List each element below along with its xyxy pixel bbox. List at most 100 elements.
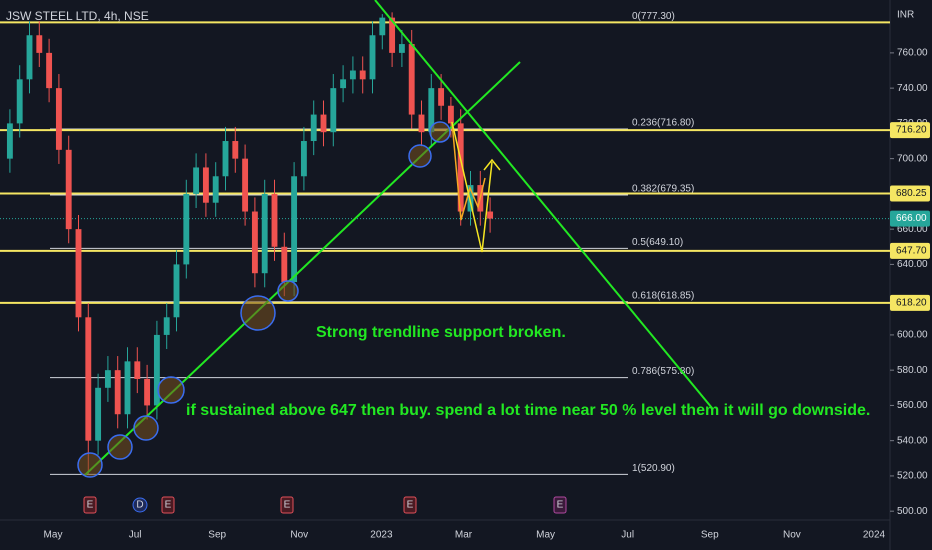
pivot-circle <box>107 434 133 460</box>
candle-body <box>104 370 111 388</box>
candle-body <box>222 141 229 177</box>
price-label: 647.70 <box>896 245 927 256</box>
trendline <box>374 0 713 409</box>
x-tick-label: May <box>536 530 555 541</box>
y-tick-label: 740.00 <box>897 83 928 94</box>
pivot-circle <box>157 376 185 404</box>
candle-body <box>340 79 347 89</box>
candle-body <box>65 149 72 230</box>
price-label: 618.20 <box>896 297 927 308</box>
fib-label: 1(520.90) <box>632 463 675 474</box>
drawings-back: 0(777.30) 0.236(716.80) 0.382(679.35) 0.5(6… <box>0 11 890 475</box>
chart-title: JSW STEEL LTD, 4h, NSE <box>6 9 149 23</box>
candle-body <box>6 123 13 159</box>
event-label: E <box>407 500 414 511</box>
candle-body <box>310 114 317 142</box>
projection <box>451 121 493 253</box>
candle-body <box>26 35 33 80</box>
annotation: Strong trendline support broken. <box>316 324 566 341</box>
candle-body <box>418 114 425 133</box>
circles <box>77 121 451 478</box>
event-marker <box>83 496 97 514</box>
fib-label: 0.382(679.35) <box>632 184 694 195</box>
candle-body <box>46 52 53 89</box>
fib-label: 0.5(649.10) <box>632 237 683 248</box>
pivot-circle <box>277 280 299 302</box>
event-label: E <box>557 500 564 511</box>
price-box <box>890 242 930 259</box>
candle-body <box>457 123 464 212</box>
candle-body <box>85 317 92 441</box>
candle-body <box>271 193 278 247</box>
candle-body <box>75 229 82 318</box>
candle-body <box>212 176 219 203</box>
price-box <box>890 185 930 202</box>
candle-body <box>16 79 23 124</box>
candle-body <box>369 35 376 80</box>
candle-body <box>114 370 121 415</box>
y-tick-label: 560.00 <box>897 400 928 411</box>
y-tick-label: 540.00 <box>897 435 928 446</box>
pivot-circle <box>429 121 451 143</box>
x-tick-label: 2023 <box>370 530 393 541</box>
y-tick-label: 520.00 <box>897 471 928 482</box>
event-marker <box>403 496 417 514</box>
y-tick-label: 760.00 <box>897 48 928 59</box>
y-tick-label: 580.00 <box>897 365 928 376</box>
candle-body <box>447 105 454 124</box>
x-tick-label: Sep <box>701 530 719 541</box>
price-label: 716.20 <box>896 125 927 136</box>
event-marker <box>553 496 567 514</box>
candle-body <box>251 211 258 274</box>
pivot-circle <box>77 452 103 478</box>
candle-body <box>55 88 62 150</box>
candle-body <box>134 361 141 379</box>
x-tick-label: Mar <box>455 530 473 541</box>
candle-body <box>261 193 268 274</box>
pivot-circle <box>408 144 432 168</box>
candle-body <box>379 17 386 36</box>
event-marker <box>280 496 294 514</box>
candle-body <box>144 378 151 406</box>
x-tick-label: Jul <box>129 530 142 541</box>
candle-body <box>398 44 405 53</box>
x-tick-label: 2024 <box>863 530 886 541</box>
x-tick-label: May <box>44 530 63 541</box>
fib-label: 0(777.30) <box>632 11 675 22</box>
candle-body <box>330 88 337 133</box>
candle-body <box>320 114 327 133</box>
candle-body <box>359 70 366 80</box>
candle-body <box>124 361 131 415</box>
annotation: if sustained above 647 then buy. spend a… <box>186 402 870 419</box>
y-tick-label: 500.00 <box>897 506 928 517</box>
candle-body <box>193 167 200 194</box>
event-marker <box>132 497 148 513</box>
fib-label: 0.618(618.85) <box>632 290 694 301</box>
x-tick-label: Nov <box>783 530 801 541</box>
candle-body <box>438 88 445 106</box>
currency: INR <box>897 10 914 21</box>
pivot-circle <box>240 295 276 331</box>
projection <box>451 121 486 221</box>
candles <box>6 12 494 475</box>
y-tick-label: 640.00 <box>897 259 928 270</box>
price-box <box>890 294 930 311</box>
candle-body <box>300 141 307 177</box>
candle-body <box>281 246 288 283</box>
drawings: Strong trendline support broken. if sust… <box>77 0 870 478</box>
x-tick-label: Jul <box>621 530 634 541</box>
x-tick-label: Nov <box>290 530 308 541</box>
candle-body <box>389 17 396 53</box>
candle-body <box>153 334 160 406</box>
event-label: E <box>87 500 94 511</box>
candle-body <box>242 158 249 212</box>
price-box <box>890 210 930 227</box>
pivot-circle <box>133 415 159 441</box>
event-label: D <box>136 500 143 511</box>
fib-label: 0.236(716.80) <box>632 118 694 129</box>
event-label: E <box>165 500 172 511</box>
y-tick-label: 700.00 <box>897 153 928 164</box>
candle-body <box>95 387 102 441</box>
